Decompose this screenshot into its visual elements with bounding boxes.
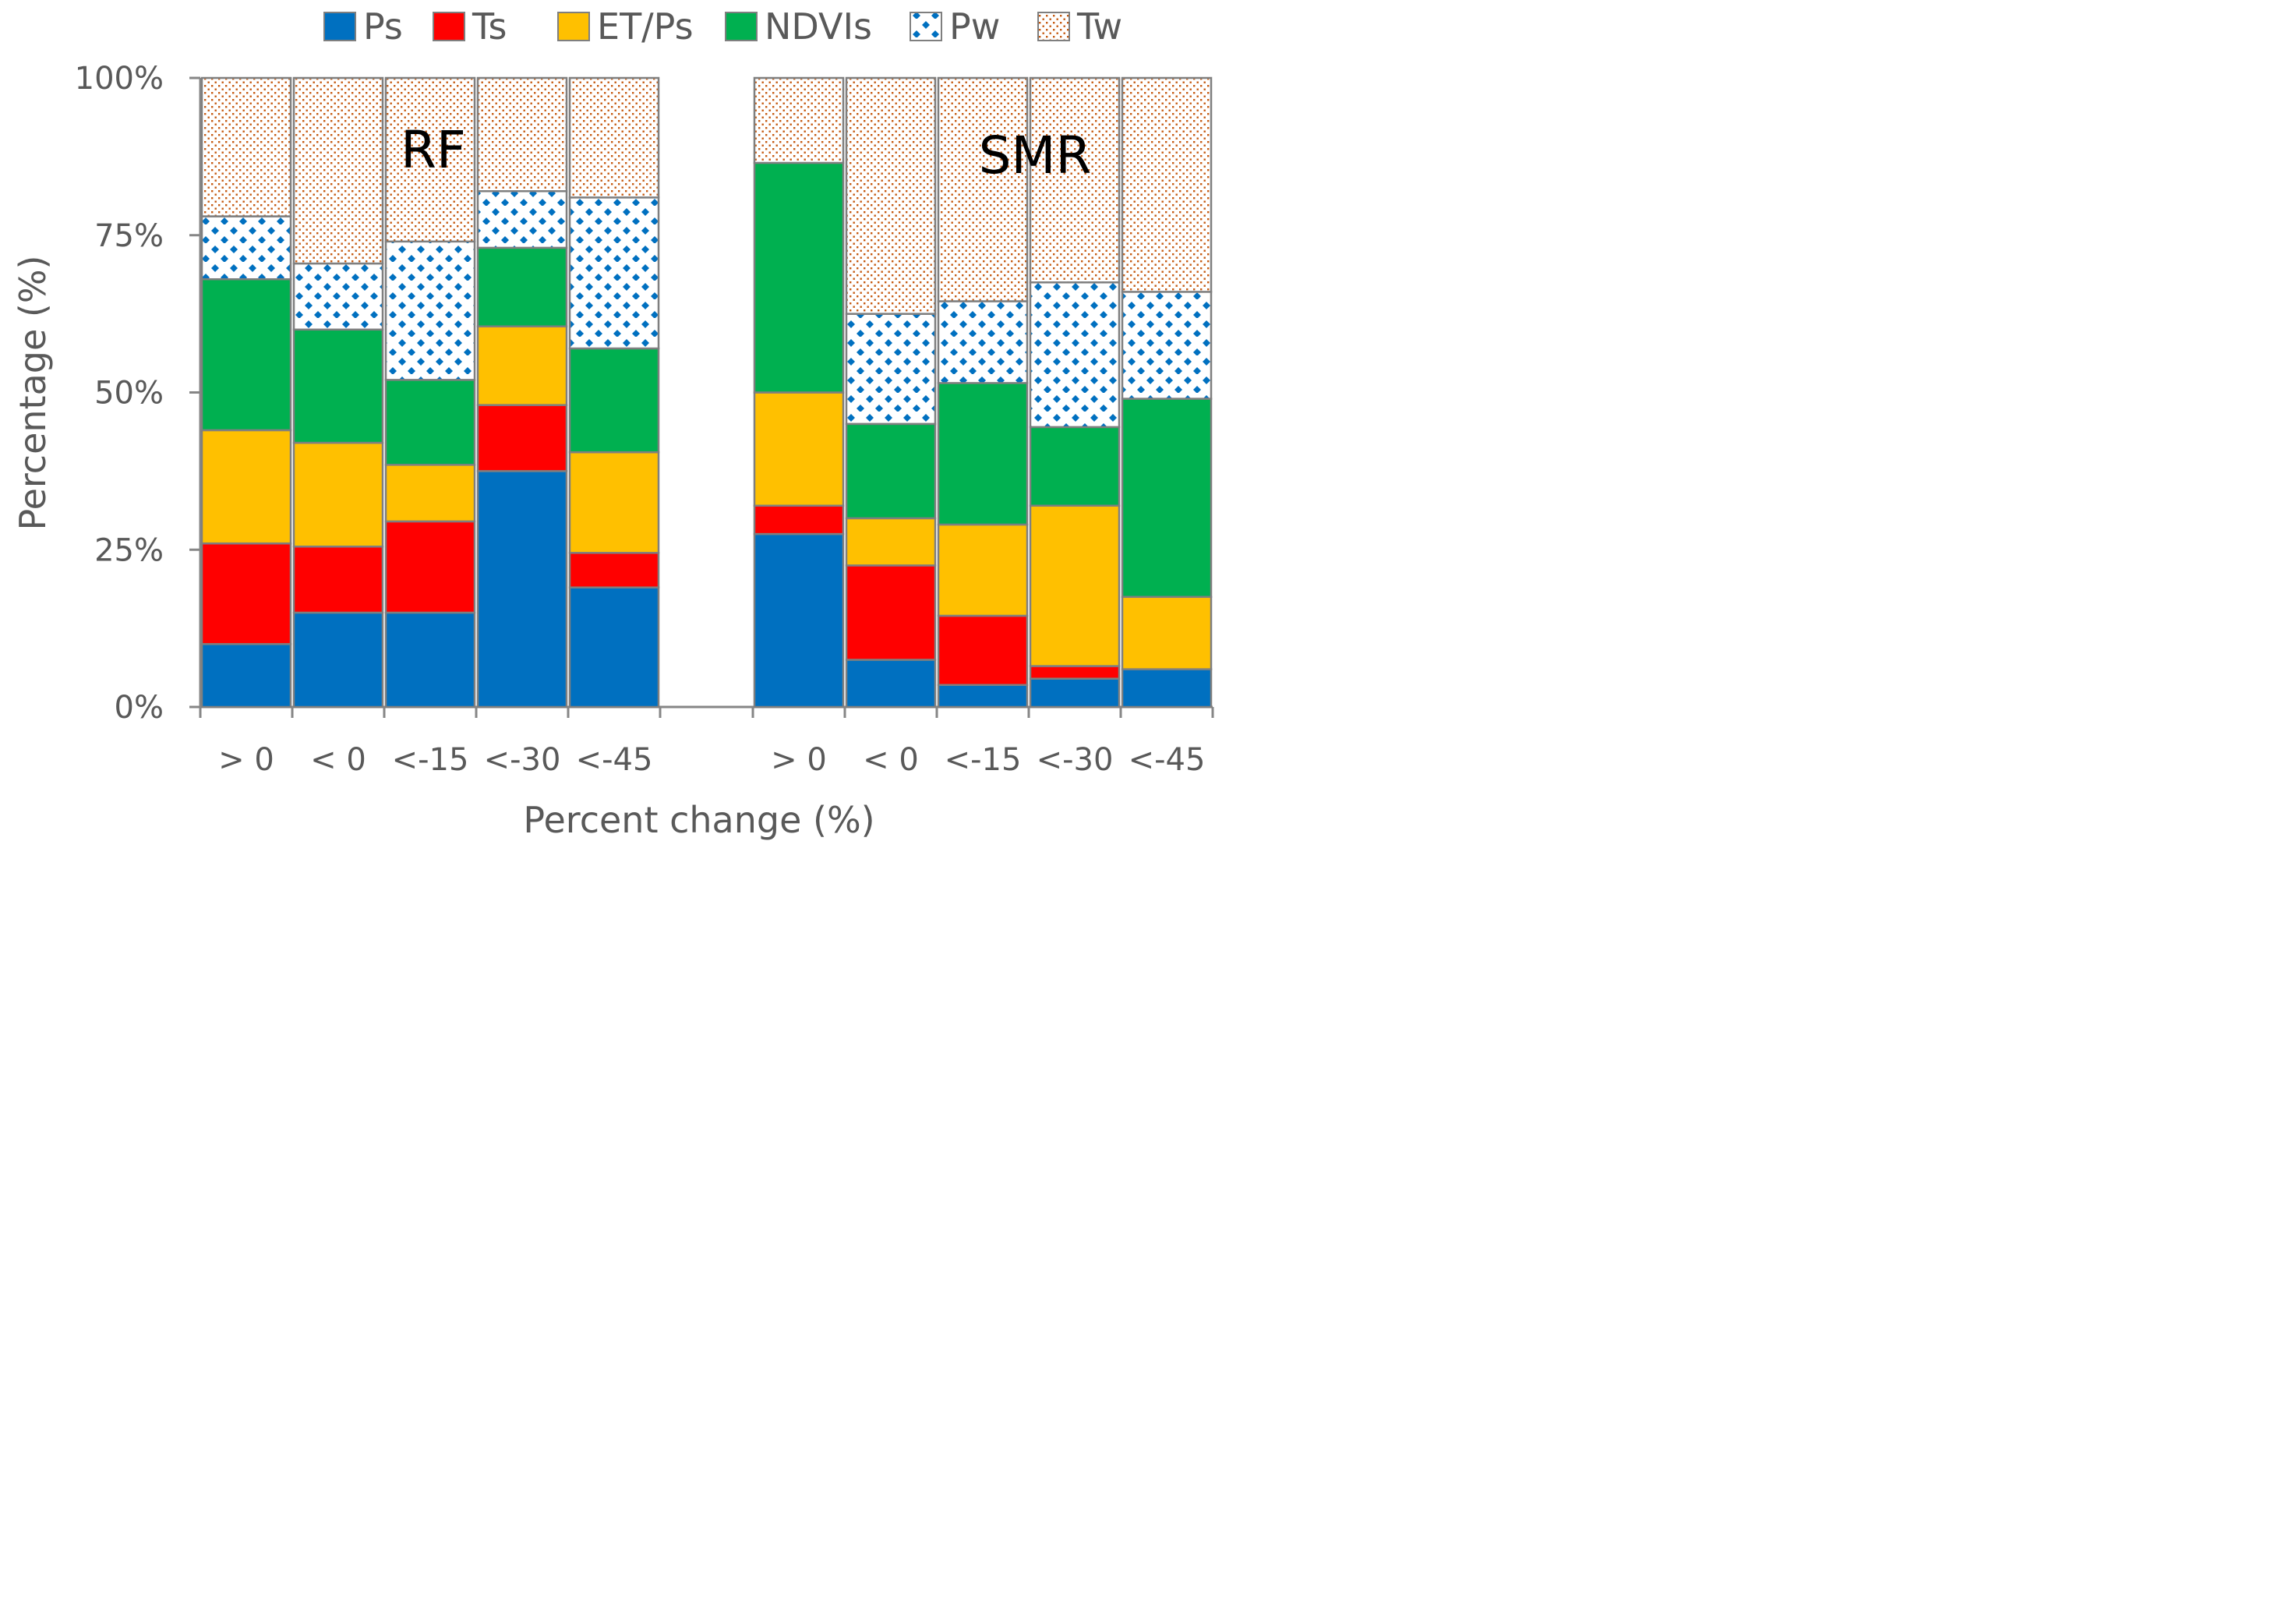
bar-segment-tw — [1029, 76, 1121, 284]
bar-segment-tw — [292, 76, 384, 265]
bar-segment-et-ps — [845, 517, 937, 567]
legend-label: Pw — [949, 5, 1000, 48]
bar-segment-tw — [568, 76, 660, 199]
legend-item-et-ps: ET/Ps — [557, 5, 694, 48]
bar-segment-ndvis — [845, 422, 937, 520]
x-tick-label: > 0 — [771, 742, 827, 778]
bar-segment-ts — [753, 504, 845, 535]
y-axis-title: Percentage (%) — [12, 256, 54, 531]
bar-segment-tw — [753, 76, 845, 164]
bar-segment-ndvis — [292, 328, 384, 444]
bar-segment-ps — [1029, 677, 1121, 709]
bar-segment-pw — [845, 313, 937, 426]
legend-swatch — [1037, 12, 1070, 41]
bar-segment-et-ps — [200, 429, 292, 545]
bar-segment-et-ps — [476, 325, 568, 406]
bar-segment-pw — [200, 215, 292, 281]
bar-segment-ts — [292, 545, 384, 614]
bar-segment-ndvis — [476, 246, 568, 328]
bar-segment-ps — [568, 586, 660, 709]
bar-segment-ndvis — [1029, 426, 1121, 507]
labels: > 0 < 0 <-15 <-30 <-45 > 0 < 0 <-15 <-30 <-45 RF SM… — [218, 120, 1205, 778]
bar-segment-et-ps — [568, 451, 660, 554]
x-tick-label: <-30 — [1037, 742, 1114, 778]
bars — [200, 76, 1213, 709]
bar-segment-pw — [476, 190, 568, 249]
bar-segment-et-ps — [292, 441, 384, 548]
bar-segment-ts — [845, 564, 937, 661]
x-tick-label: <-30 — [484, 742, 561, 778]
bar-segment-ndvis — [200, 277, 292, 432]
bar-segment-ts — [568, 552, 660, 588]
bar-segment-tw — [476, 76, 568, 193]
bar-segment-pw — [568, 196, 660, 350]
legend-item-pw: Pw — [910, 5, 1000, 48]
bar-segment-ts — [937, 614, 1029, 687]
y-tick-label: 100% — [75, 61, 164, 97]
bar-segment-ps — [937, 684, 1029, 709]
bar-segment-tw — [384, 76, 476, 243]
bar-segment-ps — [845, 659, 937, 709]
legend-label: NDVIs — [765, 5, 872, 48]
legend-label: Tw — [1076, 5, 1122, 48]
x-tick-label: < 0 — [863, 742, 919, 778]
bar-segment-ndvis — [937, 382, 1029, 526]
legend-item-ndvis: NDVIs — [725, 5, 872, 48]
y-tick-label: 0% — [115, 690, 164, 726]
bar-segment-ts — [1029, 665, 1121, 680]
bar-segment-ps — [384, 611, 476, 709]
x-tick-label: < 0 — [310, 742, 366, 778]
bar-segment-et-ps — [937, 523, 1029, 617]
legend-swatch — [433, 12, 465, 41]
legend-item-ts: Ts — [433, 5, 507, 48]
y-tick-label: 50% — [94, 376, 164, 412]
bar-segment-tw — [937, 76, 1029, 302]
bar-segment-ts — [200, 542, 292, 645]
bar-segment-pw — [384, 240, 476, 381]
x-axis-title: Percent change (%) — [523, 799, 874, 841]
bar-segment-tw — [200, 76, 292, 217]
x-tick-label: <-15 — [945, 742, 1022, 778]
bar-segment-ps — [200, 643, 292, 709]
bar-segment-pw — [937, 300, 1029, 384]
legend-swatch — [557, 12, 590, 41]
bar-segment-pw — [1029, 281, 1121, 429]
y-tick-label: 75% — [94, 218, 164, 254]
bar-segment-ndvis — [1121, 398, 1213, 599]
x-tick-label: <-45 — [1129, 742, 1206, 778]
y-tick-label: 25% — [94, 532, 164, 568]
x-tick-label: <-45 — [576, 742, 653, 778]
panel-label-rf: RF — [401, 120, 466, 180]
bar-segment-et-ps — [1121, 596, 1213, 670]
bar-segment-ts — [476, 404, 568, 472]
bar-segment-ndvis — [753, 161, 845, 394]
bar-segment-et-ps — [753, 391, 845, 507]
legend-swatch — [323, 12, 356, 41]
bar-segment-pw — [292, 262, 384, 331]
panel-label-smr: SMR — [979, 125, 1092, 186]
bar-segment-ps — [476, 470, 568, 709]
bar-segment-ps — [753, 532, 845, 709]
bar-segment-ndvis — [568, 347, 660, 454]
legend-item-tw: Tw — [1037, 5, 1122, 48]
bar-segment-pw — [1121, 291, 1213, 400]
legend-swatch — [910, 12, 942, 41]
bar-segment-tw — [845, 76, 937, 315]
x-tick-label: <-15 — [392, 742, 469, 778]
legend-label: ET/Ps — [597, 5, 694, 48]
stacked-bar-chart: Ps Ts ET/Ps NDVIs Pw Tw 0% 25% 50% 75% 100% > 0 < … — [12, 5, 1214, 841]
bar-segment-et-ps — [384, 464, 476, 523]
bar-segment-ps — [1121, 668, 1213, 709]
bar-segment-tw — [1121, 76, 1213, 293]
bar-segment-et-ps — [1029, 504, 1121, 667]
x-tick-label: > 0 — [218, 742, 274, 778]
legend-label: Ps — [363, 5, 403, 48]
bar-segment-ndvis — [384, 379, 476, 466]
legend: Ps Ts ET/Ps NDVIs Pw Tw — [323, 5, 1122, 48]
legend-label: Ts — [472, 5, 507, 48]
legend-item-ps: Ps — [323, 5, 403, 48]
bar-segment-ts — [384, 520, 476, 614]
bar-segment-ps — [292, 611, 384, 709]
legend-swatch — [725, 12, 758, 41]
